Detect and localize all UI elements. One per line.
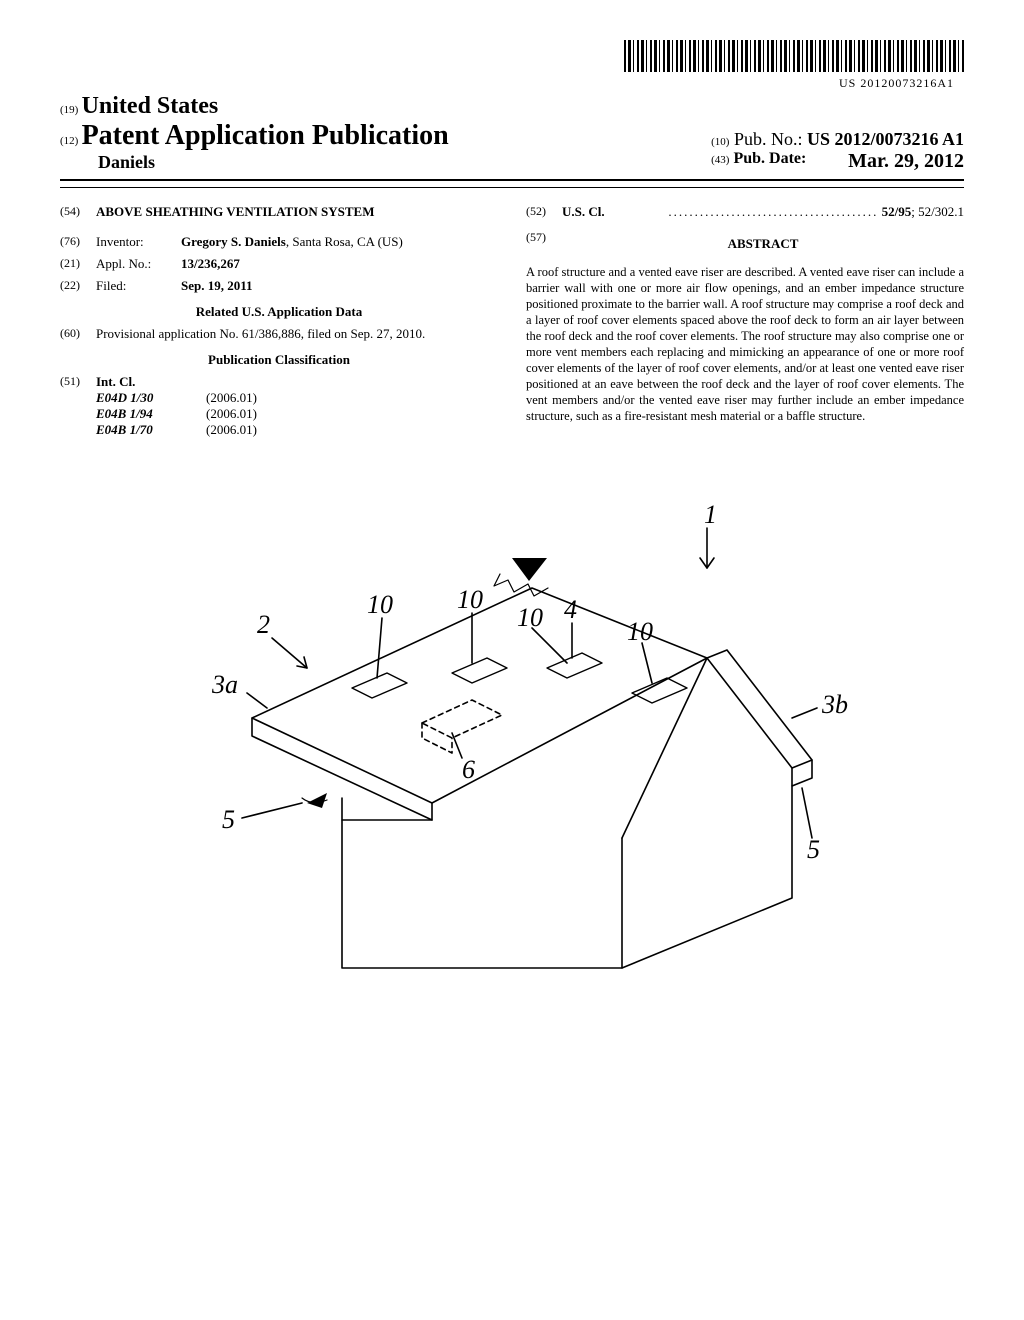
filed-code: (22): [60, 278, 96, 294]
pub-no-value: US 2012/0073216 A1: [807, 129, 964, 149]
country-name: United States: [82, 93, 219, 119]
fig-label-5r: 5: [807, 835, 820, 864]
barcode-area: US 20120073216A1: [60, 40, 964, 91]
fig-label-6: 6: [462, 755, 475, 784]
intcl-row: E04D 1/30 (2006.01): [96, 390, 498, 406]
inventor-code: (76): [60, 234, 96, 250]
uscl-dots: ........................................: [668, 204, 878, 219]
author-name: Daniels: [98, 152, 449, 173]
appl-value: 13/236,267: [181, 256, 498, 272]
related-data-title: Related U.S. Application Data: [60, 304, 498, 320]
pub-no-code: (10): [711, 136, 729, 148]
inventor-label: Inventor:: [96, 234, 181, 250]
filed-value: Sep. 19, 2011: [181, 278, 498, 294]
intcl-year: (2006.01): [206, 406, 257, 422]
fig-label-10a: 10: [367, 590, 393, 619]
fig-label-10c: 10: [517, 603, 543, 632]
fig-label-10d: 10: [627, 617, 653, 646]
fig-label-5l: 5: [222, 805, 235, 834]
pub-date-label: Pub. Date:: [733, 150, 806, 167]
intcl-row: E04B 1/70 (2006.01): [96, 422, 498, 438]
uscl-value-rest: ; 52/302.1: [911, 204, 964, 219]
pub-type: Patent Application Publication: [82, 120, 449, 151]
divider: [60, 187, 964, 188]
header-right: (10) Pub. No.: US 2012/0073216 A1 (43) P…: [711, 129, 964, 173]
house-diagram: 1 2 3a 3b 4 5 5 6 10 10 10 10: [152, 468, 872, 988]
patent-figure: 1 2 3a 3b 4 5 5 6 10 10 10 10: [60, 468, 964, 992]
intcl-code: (51): [60, 374, 96, 390]
intcl-year: (2006.01): [206, 422, 257, 438]
pub-no-label: Pub. No.:: [734, 129, 803, 149]
country-code: (19): [60, 104, 78, 116]
inventor-location: , Santa Rosa, CA (US): [286, 234, 403, 249]
intcl-label: Int. Cl.: [96, 374, 135, 390]
pub-date-code: (43): [711, 154, 729, 166]
invention-title: ABOVE SHEATHING VENTILATION SYSTEM: [96, 204, 374, 220]
pub-type-code: (12): [60, 135, 78, 147]
uscl-label: U.S. Cl.: [562, 204, 617, 220]
fig-label-1: 1: [704, 500, 717, 529]
abstract-title: ABSTRACT: [562, 236, 964, 252]
pub-class-title: Publication Classification: [60, 352, 498, 368]
barcode-graphic: [624, 40, 964, 72]
filed-label: Filed:: [96, 278, 181, 294]
appl-label: Appl. No.:: [96, 256, 181, 272]
fig-label-2: 2: [257, 610, 270, 639]
fig-label-4: 4: [564, 595, 577, 624]
header-left: (19) United States (12) Patent Applicati…: [60, 93, 449, 173]
right-column: (52) U.S. Cl. ..........................…: [526, 198, 964, 438]
body-columns: (54) ABOVE SHEATHING VENTILATION SYSTEM …: [60, 198, 964, 438]
provisional-code: (60): [60, 326, 96, 342]
title-code: (54): [60, 204, 96, 220]
intcl-row: E04B 1/94 (2006.01): [96, 406, 498, 422]
pub-date-value: Mar. 29, 2012: [848, 150, 964, 173]
abstract-code: (57): [526, 230, 562, 258]
fig-label-10b: 10: [457, 585, 483, 614]
provisional-text: Provisional application No. 61/386,886, …: [96, 326, 498, 342]
barcode-number: US 20120073216A1: [60, 76, 954, 91]
fig-label-3b: 3b: [821, 690, 848, 719]
header-row: (19) United States (12) Patent Applicati…: [60, 93, 964, 181]
uscl-value-bold: 52/95: [882, 204, 912, 219]
uscl-code: (52): [526, 204, 562, 220]
intcl-year: (2006.01): [206, 390, 257, 406]
appl-code: (21): [60, 256, 96, 272]
intcl-class: E04B 1/70: [96, 422, 206, 438]
inventor-name: Gregory S. Daniels: [181, 234, 286, 249]
intcl-list: E04D 1/30 (2006.01) E04B 1/94 (2006.01) …: [96, 390, 498, 438]
abstract-body: A roof structure and a vented eave riser…: [526, 264, 964, 424]
intcl-class: E04B 1/94: [96, 406, 206, 422]
left-column: (54) ABOVE SHEATHING VENTILATION SYSTEM …: [60, 198, 498, 438]
fig-label-3a: 3a: [211, 670, 238, 699]
intcl-class: E04D 1/30: [96, 390, 206, 406]
